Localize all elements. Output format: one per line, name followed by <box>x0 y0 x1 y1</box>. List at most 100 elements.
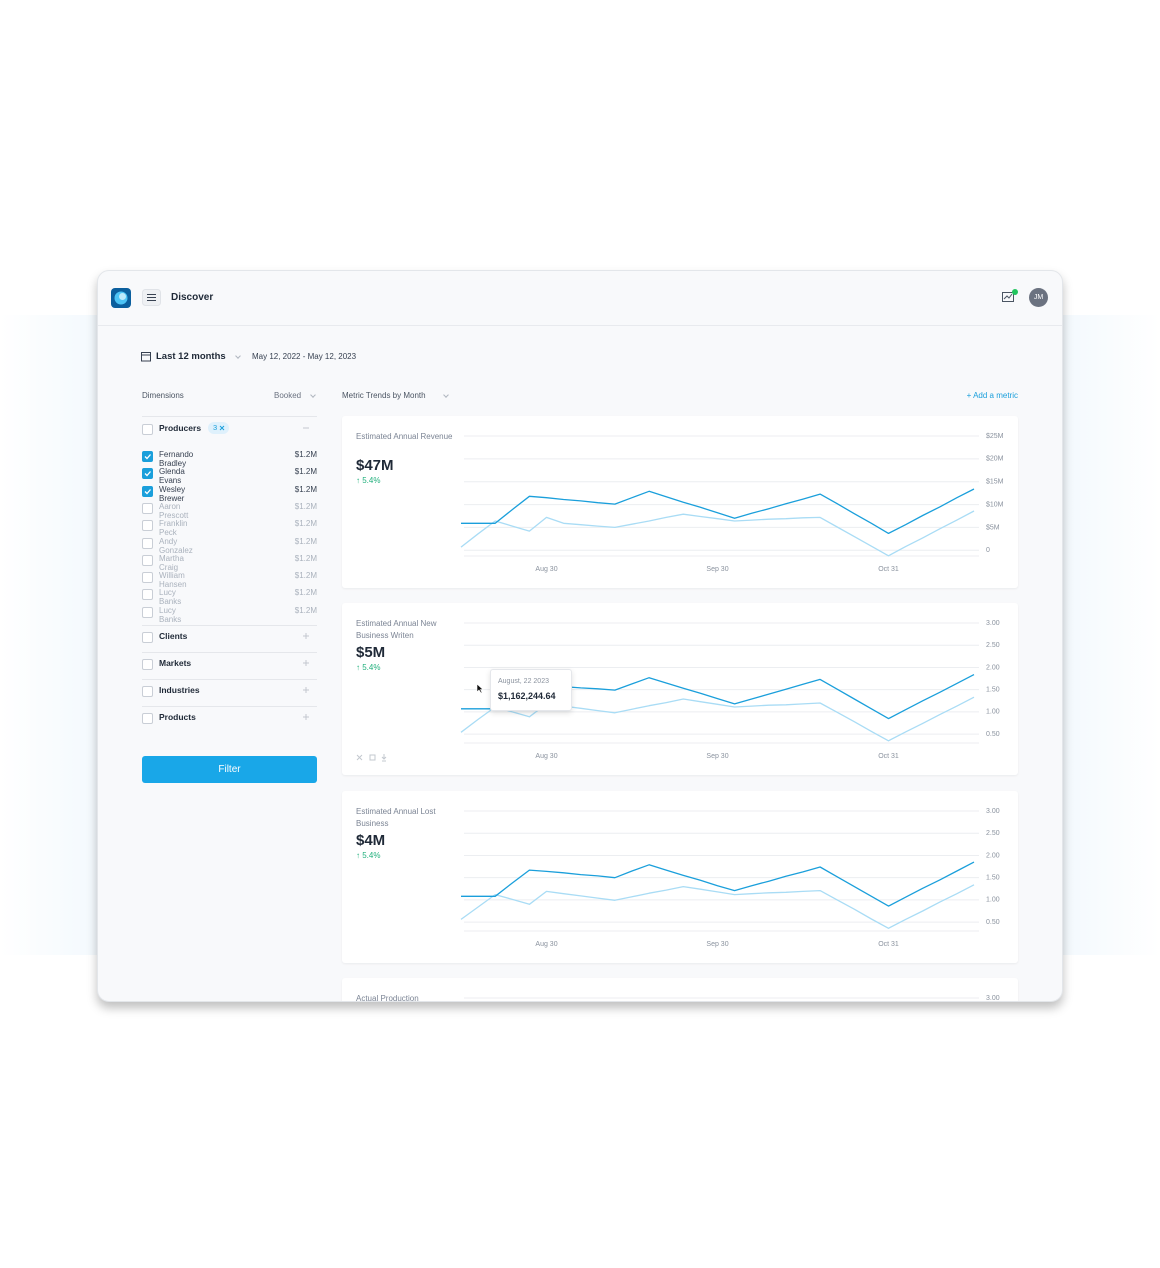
divider <box>142 625 317 626</box>
metric-change: ↑ 5.4% <box>356 663 381 672</box>
logo[interactable] <box>111 288 133 310</box>
checkbox[interactable] <box>142 424 153 435</box>
y-tick-label: 2.00 <box>986 664 1000 671</box>
checkbox[interactable] <box>142 659 153 670</box>
selected-badge[interactable]: 3 <box>208 422 230 434</box>
checkbox[interactable] <box>142 520 153 532</box>
menu-button[interactable] <box>142 289 161 306</box>
metric-change: ↑ 5.4% <box>356 851 381 860</box>
metric-card: 3.00 Actual Production <box>342 978 1018 1002</box>
group-label[interactable]: Clients <box>159 631 188 641</box>
item-label[interactable]: Martha Craig <box>159 553 184 572</box>
expand-icon[interactable] <box>302 659 310 667</box>
clear-icon <box>219 425 225 431</box>
item-label[interactable]: Franklin Peck <box>159 519 188 538</box>
expand-icon[interactable] <box>302 632 310 640</box>
item-amount: $1.2M <box>294 553 317 563</box>
checkbox[interactable] <box>142 606 153 618</box>
x-tick-label: Sep 30 <box>706 941 728 948</box>
x-tick-label: Aug 30 <box>535 941 557 948</box>
caret <box>310 392 316 398</box>
item-label[interactable]: William Hansen <box>159 571 187 590</box>
expand-icon[interactable] <box>302 686 310 694</box>
item-amount: $1.2M <box>294 571 317 581</box>
checkbox[interactable] <box>142 572 153 584</box>
y-tick-label: 2.00 <box>986 852 1000 859</box>
item-label[interactable]: Lucy Banks <box>159 588 182 607</box>
item-label[interactable]: Andy Gonzalez <box>159 536 193 555</box>
y-tick-label: 0.50 <box>986 919 1000 926</box>
caret <box>443 392 449 398</box>
chart: 3.00 2.50 2.00 1.50 1.00 0.50 Aug 30 Sep 30 Oct … <box>460 808 1000 948</box>
y-tick-label: 3.00 <box>986 995 1000 1002</box>
dimensions-title: Dimensions <box>142 391 184 400</box>
expand-icon[interactable] <box>302 713 310 721</box>
y-tick-label: $5M <box>986 524 1000 531</box>
x-tick-label: Sep 30 <box>706 566 728 573</box>
metric-card: 3.00 2.50 2.00 1.50 1.00 0.50 Aug 30 Sep 30 Oct … <box>342 791 1018 963</box>
y-tick-label: 1.00 <box>986 709 1000 716</box>
item-amount: $1.2M <box>294 519 317 529</box>
checkbox[interactable] <box>142 554 153 566</box>
collapse-icon[interactable] <box>302 424 310 432</box>
metric-value: $4M <box>356 832 386 849</box>
tool-icon <box>381 754 387 762</box>
divider <box>142 679 317 680</box>
item-amount: $1.2M <box>294 605 317 615</box>
cursor-shape <box>476 683 484 694</box>
y-tick-label: $20M <box>986 456 1004 463</box>
app-window: Discover JM Last 12 months May 12, 2022 … <box>97 270 1063 1002</box>
divider <box>142 652 317 653</box>
check-icon <box>144 471 151 477</box>
group-label[interactable]: Markets <box>159 658 192 668</box>
group-label[interactable]: Producers <box>159 423 202 433</box>
checkbox[interactable] <box>142 589 153 601</box>
metric-title: Estimated Annual New Business Writen <box>356 619 437 640</box>
divider <box>142 416 317 417</box>
check-mark <box>144 488 151 495</box>
metrics-title: Metric Trends by Month <box>342 391 426 400</box>
y-tick-label: $25M <box>986 433 1004 440</box>
check-mark <box>144 471 151 477</box>
y-tick-label: 1.50 <box>986 875 1000 882</box>
tooltip-date: August, 22 2023 <box>498 678 549 685</box>
check-icon <box>144 488 151 495</box>
chart: $25M $20M $15M $10M $5M 0 Aug 30 Sep 30 Oct 31 <box>460 433 1004 573</box>
filter-button[interactable]: Filter <box>142 756 317 783</box>
calendar-icon <box>141 352 151 362</box>
avatar[interactable]: JM <box>1029 288 1048 307</box>
y-tick-label: 1.00 <box>986 897 1000 904</box>
checkbox[interactable] <box>142 502 153 514</box>
series-line <box>461 488 975 535</box>
checkbox[interactable] <box>142 537 153 549</box>
x-tick-label: Aug 30 <box>535 753 557 760</box>
checkbox[interactable] <box>142 713 153 724</box>
item-label[interactable]: Aaron Prescott <box>159 501 189 520</box>
chart-tools <box>356 754 387 762</box>
checkbox[interactable] <box>142 485 153 497</box>
item-label[interactable]: Lucy Banks <box>159 605 182 624</box>
add-metric-link[interactable]: + Add a metric <box>966 391 1018 400</box>
item-label[interactable]: Wesley Brewer <box>159 484 186 503</box>
checkbox[interactable] <box>142 451 153 462</box>
tooltip: August, 22 2023 $1,162,244.64 <box>490 669 572 711</box>
x-tick-label: Oct 31 <box>878 941 899 948</box>
checkbox[interactable] <box>142 468 153 480</box>
page-title: Discover <box>171 292 214 303</box>
group-label[interactable]: Products <box>159 712 196 722</box>
item-amount: $1.2M <box>294 501 317 511</box>
period-selector[interactable]: Last 12 months <box>156 351 226 362</box>
item-label[interactable]: Fernando Bradley <box>159 450 194 468</box>
divider <box>142 706 317 707</box>
item-label[interactable]: Glenda Evans <box>159 467 185 486</box>
metric-value: $47M <box>356 457 394 474</box>
y-tick-label: 2.50 <box>986 830 1000 837</box>
check-icon <box>144 454 151 460</box>
measure-selector[interactable]: Booked <box>274 391 302 400</box>
checkbox[interactable] <box>142 632 153 643</box>
checkbox[interactable] <box>142 686 153 697</box>
insights-icon[interactable] <box>1001 288 1019 306</box>
y-tick-label: 2.50 <box>986 642 1000 649</box>
group-label[interactable]: Industries <box>159 685 200 695</box>
